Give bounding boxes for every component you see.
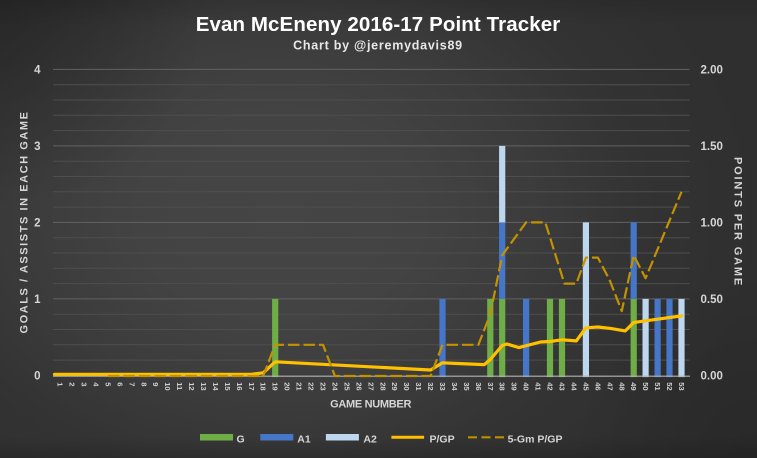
svg-text:42: 42 (546, 382, 555, 390)
svg-text:15: 15 (223, 382, 232, 391)
svg-text:43: 43 (558, 382, 567, 390)
svg-text:51: 51 (653, 382, 662, 391)
svg-text:25: 25 (342, 382, 351, 391)
svg-text:2: 2 (34, 218, 40, 230)
svg-text:1.50: 1.50 (701, 141, 723, 153)
svg-text:Chart by @jeremydavis89: Chart by @jeremydavis89 (293, 39, 463, 53)
svg-text:19: 19 (271, 382, 280, 390)
svg-text:28: 28 (378, 382, 387, 390)
svg-text:9: 9 (151, 382, 160, 386)
svg-text:49: 49 (629, 382, 638, 390)
svg-text:22: 22 (307, 382, 316, 390)
svg-text:44: 44 (570, 382, 579, 391)
svg-text:10: 10 (163, 382, 172, 390)
svg-text:13: 13 (199, 382, 208, 390)
svg-text:26: 26 (354, 382, 363, 390)
svg-text:11: 11 (175, 382, 184, 391)
svg-text:1: 1 (56, 382, 65, 387)
svg-text:7: 7 (127, 382, 136, 386)
svg-text:37: 37 (486, 382, 495, 390)
svg-text:23: 23 (319, 382, 328, 390)
svg-text:0.00: 0.00 (701, 371, 723, 383)
svg-text:31: 31 (414, 382, 423, 391)
svg-text:0.50: 0.50 (701, 294, 723, 306)
svg-text:5: 5 (103, 382, 112, 387)
svg-text:41: 41 (534, 382, 543, 391)
svg-text:POINTS PER GAME: POINTS PER GAME (732, 157, 744, 287)
svg-text:12: 12 (187, 382, 196, 390)
svg-text:47: 47 (605, 382, 614, 390)
svg-text:G: G (237, 433, 245, 445)
svg-text:GAME NUMBER: GAME NUMBER (330, 399, 411, 411)
svg-text:29: 29 (390, 382, 399, 390)
svg-text:A1: A1 (297, 433, 311, 445)
svg-text:0: 0 (34, 371, 40, 383)
svg-text:4: 4 (91, 382, 100, 387)
svg-text:5-Gm P/GP: 5-Gm P/GP (508, 433, 563, 445)
svg-text:A2: A2 (363, 433, 377, 445)
svg-text:30: 30 (402, 382, 411, 390)
svg-text:6: 6 (115, 382, 124, 386)
svg-text:1.00: 1.00 (701, 218, 723, 230)
svg-text:20: 20 (283, 382, 292, 390)
svg-text:53: 53 (677, 382, 686, 390)
svg-text:2: 2 (68, 382, 77, 386)
svg-text:38: 38 (498, 382, 507, 390)
svg-text:18: 18 (259, 382, 268, 390)
svg-text:24: 24 (330, 382, 339, 391)
svg-text:48: 48 (617, 382, 626, 390)
svg-text:50: 50 (641, 382, 650, 390)
svg-text:4: 4 (34, 65, 41, 77)
svg-text:3: 3 (34, 141, 40, 153)
svg-text:32: 32 (426, 382, 435, 390)
svg-text:35: 35 (462, 382, 471, 391)
svg-text:GOALS / ASSISTS IN EACH GAME: GOALS / ASSISTS IN EACH GAME (19, 111, 31, 334)
svg-text:40: 40 (522, 382, 531, 390)
svg-text:P/GP: P/GP (430, 433, 455, 445)
svg-text:3: 3 (80, 382, 89, 386)
svg-text:46: 46 (593, 382, 602, 390)
svg-text:2.00: 2.00 (701, 65, 723, 77)
svg-text:8: 8 (139, 382, 148, 386)
svg-text:52: 52 (665, 382, 674, 390)
svg-text:1: 1 (34, 294, 41, 306)
svg-text:34: 34 (450, 382, 459, 391)
svg-text:14: 14 (211, 382, 220, 391)
svg-text:27: 27 (366, 382, 375, 390)
svg-text:17: 17 (247, 382, 256, 390)
svg-text:16: 16 (235, 382, 244, 390)
svg-text:Evan McEneny 2016-17 Point Tra: Evan McEneny 2016-17 Point Tracker (196, 13, 561, 36)
svg-text:45: 45 (581, 382, 590, 391)
svg-text:21: 21 (295, 382, 304, 391)
svg-text:33: 33 (438, 382, 447, 390)
svg-text:39: 39 (510, 382, 519, 390)
svg-text:36: 36 (474, 382, 483, 390)
